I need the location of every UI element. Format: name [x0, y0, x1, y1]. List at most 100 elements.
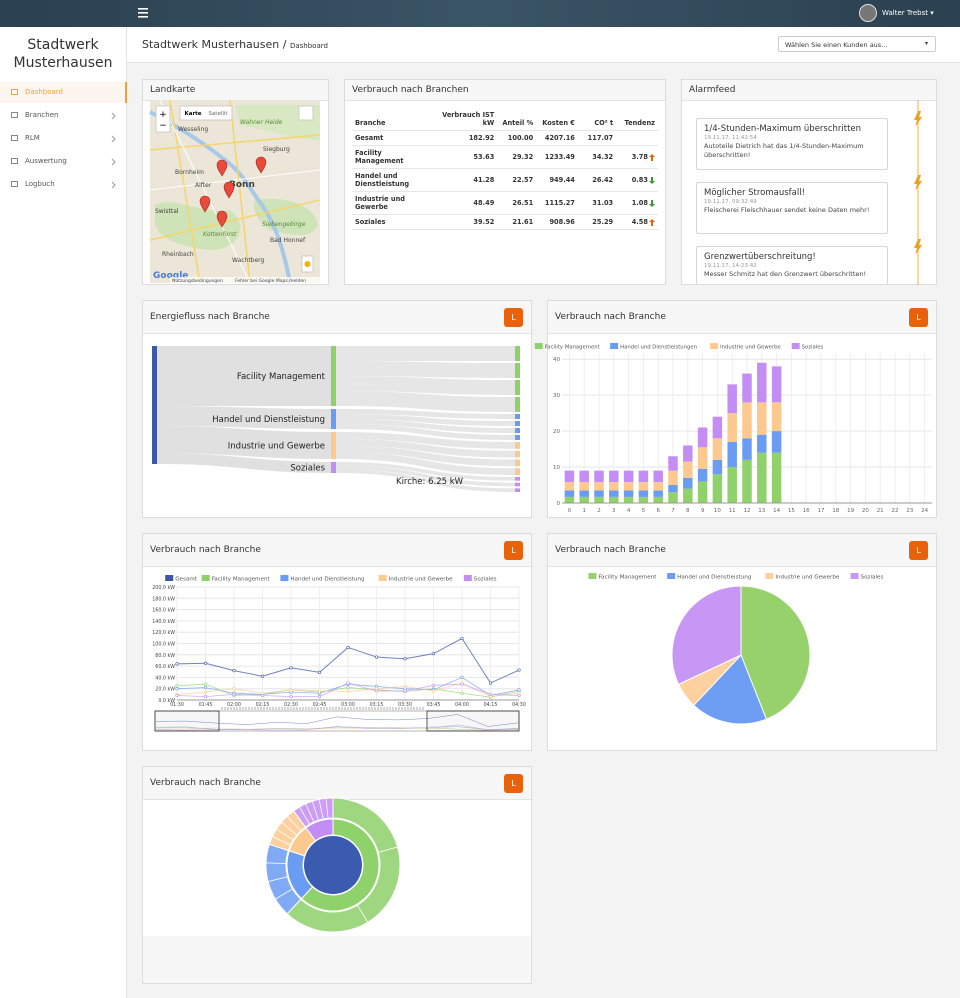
map-panel: Landkarte	[142, 79, 329, 285]
column-header: CO² t	[577, 101, 617, 131]
panel-title: Verbrauch nach Branche	[548, 301, 936, 334]
table-cell: Gesamt	[352, 130, 434, 146]
cell-text: 21.61	[512, 218, 534, 226]
export-button[interactable]: L	[909, 308, 928, 327]
column-header: Kosten €	[536, 101, 578, 131]
table-row: Soziales 39.52 21.61 908.96 25.29 4.58	[352, 214, 658, 230]
cell-text: 4.58	[631, 218, 648, 226]
customer-select[interactable]: Wählen Sie einen Kunden aus... ▾	[778, 36, 936, 52]
table-row: Industrie und Gewerbe 48.49 26.51 1115.27 31…	[352, 191, 658, 215]
table-cell: 22.57	[497, 168, 537, 192]
header-title: Stadtwerk Musterhausen	[142, 38, 280, 51]
alarm-text: Autoteile Dietrich hat das 1/4-Stunden-M…	[704, 142, 864, 159]
table-row: Facility Management 53.63 29.32 1233.49 34.3…	[352, 145, 658, 169]
column-header: Verbrauch IST kW	[433, 101, 498, 131]
trend-arrow	[649, 153, 655, 161]
cell-text: 100.00	[507, 134, 534, 142]
trend-arrow	[649, 176, 655, 184]
panel-title: Alarmfeed	[682, 80, 936, 101]
table-cell: Industrie und Gewerbe	[352, 191, 434, 215]
chevron-path	[111, 158, 116, 166]
table: Branche Verbrauch IST kW Anteil % Kosten € C…	[352, 101, 658, 230]
alarm-text: Messer Schmitz hat den Grenzwert übersch…	[704, 270, 867, 278]
cell-text: 41.28	[473, 176, 495, 184]
chevron	[111, 112, 116, 120]
cell-text: 908.96	[549, 218, 575, 226]
nav-item[interactable]: Dashboard	[0, 82, 127, 103]
panel-title: Verbrauch nach Branche	[548, 534, 936, 567]
alarm-time: 19.11.17, 09:32:49	[704, 199, 757, 205]
table-cell: Handel und Dienstleistung	[352, 168, 434, 192]
export-button[interactable]: L	[909, 541, 928, 560]
alarm-time: 19.11.17, 11:42:54	[704, 135, 757, 141]
table-cell: 949.44	[536, 168, 578, 192]
cell-text: 22.57	[512, 176, 534, 184]
cell-text: 48.49	[473, 199, 495, 207]
user-name[interactable]: Walter Trebst ▾	[882, 9, 934, 17]
alarm-title: Möglicher Stromausfall!	[704, 188, 806, 198]
nav-icon	[11, 135, 18, 141]
table-header-row: Branche Verbrauch IST kW Anteil % Kosten € C…	[352, 101, 658, 131]
user-name-text[interactable]: Walter Trebst	[882, 9, 928, 17]
table-cell: 3.78	[616, 145, 658, 169]
cell-text: 4207.16	[544, 134, 575, 142]
table-panel: Verbrauch nach Branchen Branche Verbrauch …	[344, 79, 666, 285]
column-header: Branche	[352, 101, 434, 131]
menu-toggle[interactable]	[138, 7, 150, 19]
column-header: Anteil %	[497, 101, 537, 131]
sankey-panel: Energiefluss nach Branche L	[142, 300, 532, 518]
nav-item[interactable]: Logbuch	[0, 174, 127, 195]
table-cell: 1233.49	[536, 145, 578, 169]
nav-item[interactable]: Auswertung	[0, 151, 127, 172]
select-text[interactable]: Wählen Sie einen Kunden aus...	[785, 41, 888, 49]
cell-text: 1.08	[631, 199, 648, 207]
cell-text: 949.44	[549, 176, 575, 184]
table-cell: Facility Management	[352, 145, 434, 169]
panel-title: Energiefluss nach Branche	[143, 301, 531, 334]
table-cell: 34.32	[577, 145, 617, 169]
nav-label: RLM	[25, 134, 40, 142]
table-cell: 26.51	[497, 191, 537, 215]
cell-text: 1233.49	[544, 153, 575, 161]
export-button[interactable]: L	[504, 308, 523, 327]
cell-text: 25.29	[592, 218, 614, 226]
export-button[interactable]: L	[504, 541, 523, 560]
trend-icon	[649, 153, 655, 161]
nav-label: Dashboard	[25, 88, 63, 96]
nav-label: Branchen	[25, 111, 59, 119]
separator: /	[282, 38, 287, 51]
cell-text: 29.32	[512, 153, 534, 161]
avatar[interactable]	[859, 4, 877, 22]
alarm-item: Möglicher Stromausfall! 19.11.17, 09:32:4…	[696, 182, 888, 234]
stacked-panel: Verbrauch nach Branche L	[547, 300, 937, 518]
cell-text: 1115.27	[544, 199, 575, 207]
table-cell: 31.03	[577, 191, 617, 215]
nav-icon	[11, 181, 18, 187]
cell-text: Gesamt	[355, 134, 384, 142]
alarm-text: Fleischerei Fleischhauer sendet keine Da…	[704, 206, 870, 214]
top-bar: Walter Trebst ▾	[0, 0, 960, 27]
table-row: Gesamt 182.92 100.00 4207.16 117.07	[352, 130, 658, 146]
table-cell: 25.29	[577, 214, 617, 230]
export-button[interactable]: L	[504, 774, 523, 793]
table-cell: 0.83	[616, 168, 658, 192]
table-cell: 100.00	[497, 130, 537, 146]
nav-item[interactable]: Branchen	[0, 105, 127, 126]
table-cell: 41.28	[433, 168, 498, 192]
alarm-title: 1/4-Stunden-Maximum überschritten	[704, 124, 862, 134]
table-cell	[616, 130, 658, 146]
cell-text: 31.03	[592, 199, 614, 207]
nav-icon	[11, 158, 18, 164]
table-row: Handel und Dienstleistung 41.28 22.57 949.4…	[352, 168, 658, 192]
table-cell: 48.49	[433, 191, 498, 215]
cell-text: Soziales	[355, 218, 386, 226]
table-cell: 182.92	[433, 130, 498, 146]
chevron-path	[111, 112, 116, 120]
trend-icon	[649, 199, 655, 207]
chevron	[111, 181, 116, 189]
nav-item[interactable]: RLM	[0, 128, 127, 149]
trend-icon	[649, 218, 655, 226]
alarm-item: Grenzwertüberschreitung! 19.11.17, 14:23:…	[696, 246, 888, 284]
table-cell: 117.07	[577, 130, 617, 146]
